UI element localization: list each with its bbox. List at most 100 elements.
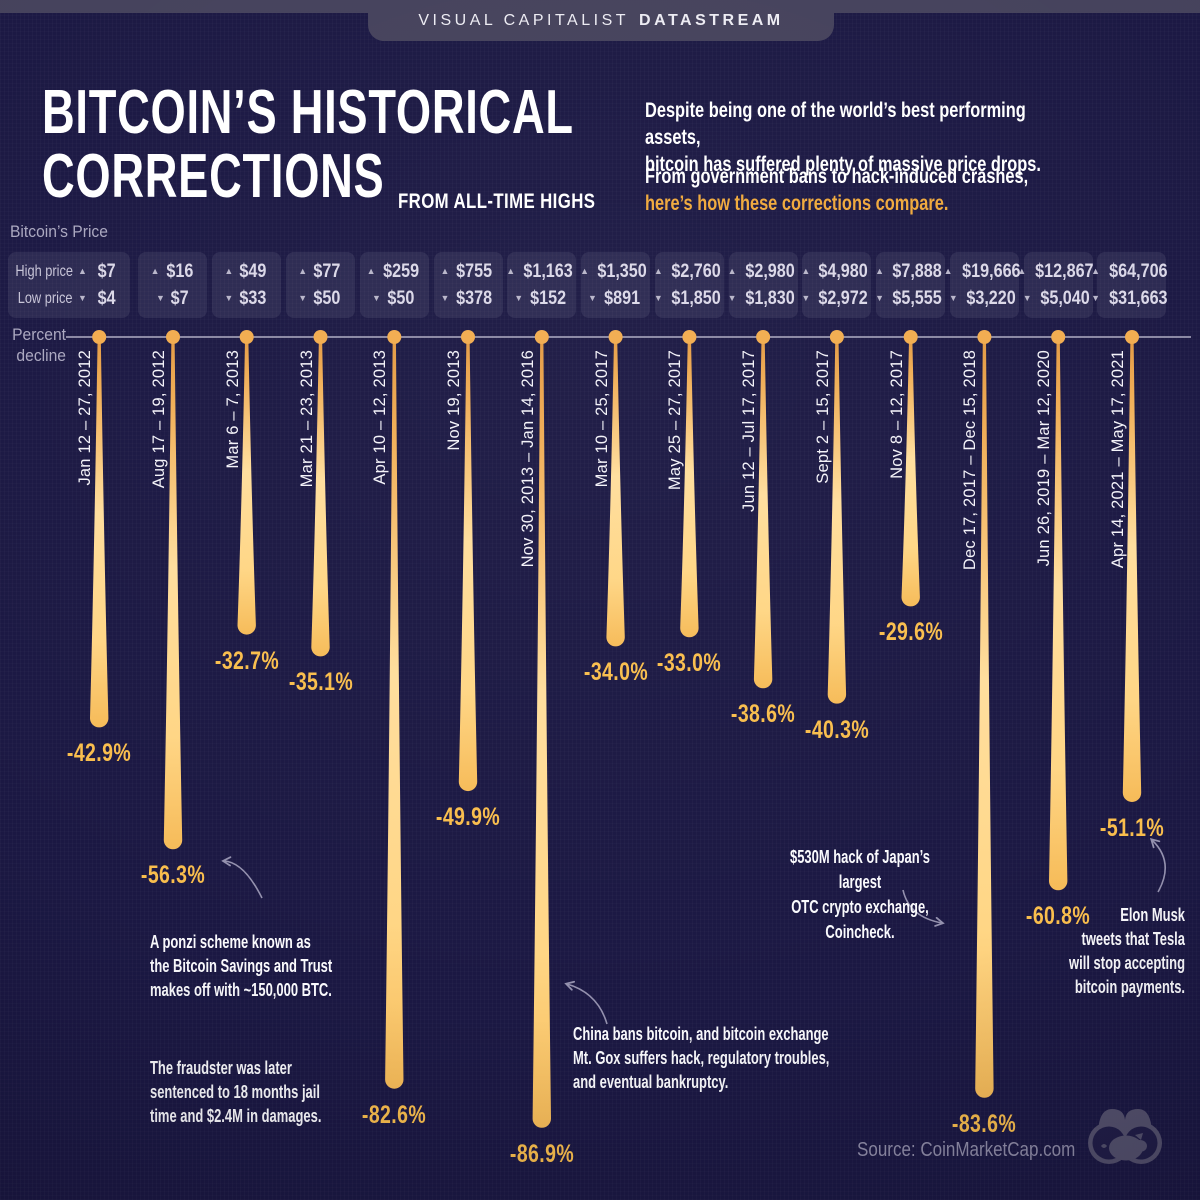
arrow-up-icon: ▲ xyxy=(653,265,663,276)
date-range-text: Mar 6 – 7, 2013 xyxy=(223,350,242,469)
arrow-down-icon: ▼ xyxy=(653,292,663,303)
percent-decline-value: -38.6% xyxy=(731,700,796,729)
arrow-down-icon: ▼ xyxy=(948,292,958,303)
baseline-dot xyxy=(239,330,254,344)
date-range-text: Jun 12 – Jul 17, 2017 xyxy=(740,350,759,512)
annotation-elon-musk: Elon Musk tweets that Tesla will stop ac… xyxy=(1069,905,1185,997)
callout-arrow xyxy=(564,980,608,1025)
logo-bull-figure xyxy=(1101,1133,1147,1161)
decline-drop xyxy=(975,337,994,1098)
percent-decline-value: -29.6% xyxy=(878,618,943,647)
high-price-row: ▲ $1,350 xyxy=(580,259,650,284)
low-price-value: $2,972 xyxy=(818,287,869,309)
date-range-text: Nov 30, 2013 – Jan 14, 2016 xyxy=(518,350,537,568)
decline-drop xyxy=(90,337,109,728)
decline-drop xyxy=(1049,337,1068,891)
decline-drop xyxy=(385,337,404,1089)
percent-decline-axis-label: Percent decline xyxy=(12,325,67,365)
price-box: ▲ $259 ▼ $50 xyxy=(359,252,429,318)
percent-decline-value: -51.1% xyxy=(1099,814,1165,842)
arrow-down-icon: ▼ xyxy=(514,292,524,303)
low-price-row: ▼ $3,220 xyxy=(948,286,1019,311)
banner-product: DATASTREAM xyxy=(639,11,784,29)
arrow-up-icon: ▲ xyxy=(77,265,87,276)
intro-paragraph-1: Despite being one of the world’s best pe… xyxy=(645,99,1041,176)
high-price-value: $12,867 xyxy=(1035,260,1094,282)
price-box: ▲ $12,867 ▼ $5,040 xyxy=(1017,252,1094,318)
arrow-down-icon: ▼ xyxy=(224,292,234,303)
price-box: ▲ $64,706 ▼ $31,663 xyxy=(1091,252,1168,318)
arrow-down-icon: ▼ xyxy=(371,292,381,303)
arrow-up-icon: ▲ xyxy=(150,265,160,276)
arrow-up-icon: ▲ xyxy=(801,265,811,276)
high-price-value: $1,163 xyxy=(523,260,573,282)
price-box: High price ▲ $7 Low price ▼ $4 xyxy=(8,252,130,318)
baseline-dot xyxy=(903,330,918,344)
arrow-up-icon: ▲ xyxy=(440,265,450,276)
price-box: ▲ $4,980 ▼ $2,972 xyxy=(801,252,872,318)
percent-decline-value: -40.3% xyxy=(804,715,869,744)
low-price-row: ▼ $7 xyxy=(138,286,207,311)
low-price-value: $152 xyxy=(530,287,567,309)
price-box: ▲ $77 ▼ $50 xyxy=(286,252,355,318)
percent-decline-value: -42.9% xyxy=(67,739,132,768)
percent-decline-value: -34.0% xyxy=(583,658,648,687)
baseline-dot xyxy=(756,330,771,344)
arrow-down-icon: ▼ xyxy=(1022,292,1032,303)
low-price-value: $1,830 xyxy=(744,287,795,309)
arrow-up-icon: ▲ xyxy=(1017,265,1027,276)
percent-decline-value: -56.3% xyxy=(140,861,206,890)
arrow-down-icon: ▼ xyxy=(875,292,885,303)
high-price-row: ▲ $755 xyxy=(434,259,503,284)
decline-drop xyxy=(458,337,478,792)
low-price-label: Low price xyxy=(18,289,73,307)
percent-decline-value: -83.6% xyxy=(952,1109,1017,1138)
high-price-label: High price xyxy=(15,262,73,280)
date-range-text: Jan 12 – 27, 2012 xyxy=(76,350,95,486)
baseline-dot xyxy=(166,330,180,344)
date-range-text: May 25 – 27, 2017 xyxy=(666,350,685,491)
low-price-value: $5,555 xyxy=(892,287,942,309)
arrow-down-icon: ▼ xyxy=(801,292,811,303)
low-price-value: $50 xyxy=(387,287,415,309)
page-title-suffix: FROM ALL-TIME HIGHS xyxy=(398,190,596,213)
baseline-dot xyxy=(1125,330,1139,344)
low-price-value: $3,220 xyxy=(966,287,1016,309)
baseline-dot xyxy=(977,330,992,344)
arrow-up-icon: ▲ xyxy=(224,265,234,276)
high-price-row: High price ▲ $7 xyxy=(8,259,130,284)
percent-decline-value: -49.9% xyxy=(435,803,501,832)
high-price-value: $259 xyxy=(382,260,419,282)
baseline-dot xyxy=(608,330,623,344)
high-price-row: ▲ $16 xyxy=(138,259,207,284)
high-price-value: $7 xyxy=(97,260,116,282)
date-range-text: Nov 19, 2013 xyxy=(445,350,464,451)
arrow-down-icon: ▼ xyxy=(77,292,87,303)
decline-drop xyxy=(237,337,256,635)
percent-decline-value: -33.0% xyxy=(657,649,722,678)
date-range-text: Jun 26, 2019 – Mar 12, 2020 xyxy=(1035,350,1054,567)
arrow-up-icon: ▲ xyxy=(875,265,885,276)
baseline-dot xyxy=(1051,330,1066,344)
low-price-row: ▼ $31,663 xyxy=(1091,286,1167,311)
price-box: ▲ $2,980 ▼ $1,830 xyxy=(727,252,798,318)
decline-drop xyxy=(311,337,330,657)
arrow-down-icon: ▼ xyxy=(155,292,165,303)
arrow-up-icon: ▲ xyxy=(727,265,737,276)
high-price-row: ▲ $64,706 xyxy=(1091,259,1168,284)
high-price-value: $64,706 xyxy=(1109,260,1168,282)
low-price-row: ▼ $50 xyxy=(360,286,429,311)
decline-drop xyxy=(532,337,551,1128)
price-box: ▲ $19,666 ▼ $3,220 xyxy=(944,252,1021,318)
arrow-down-icon: ▼ xyxy=(587,292,597,303)
price-box: ▲ $1,163 ▼ $152 xyxy=(506,252,577,318)
baseline-dot xyxy=(313,330,328,344)
decline-drop xyxy=(827,337,847,704)
low-price-value: $4 xyxy=(97,287,116,309)
high-price-value: $19,666 xyxy=(961,260,1021,282)
low-price-row: ▼ $5,040 xyxy=(1022,286,1093,311)
low-price-row: ▼ $378 xyxy=(434,286,503,311)
intro-paragraph-2: From government bans to hack-induced cra… xyxy=(645,163,1028,217)
baseline-dot xyxy=(829,330,844,344)
high-price-row: ▲ $4,980 xyxy=(801,259,871,284)
